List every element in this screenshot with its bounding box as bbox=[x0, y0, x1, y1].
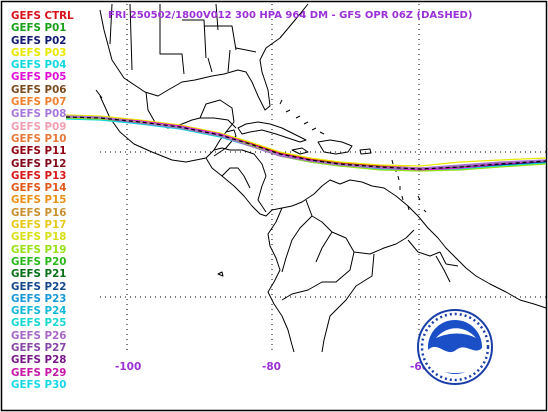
legend-item: GEFS P29 bbox=[11, 366, 67, 379]
legend-item: GEFS CTRL bbox=[11, 10, 74, 22]
hispaniola bbox=[317, 139, 353, 155]
legend-item: GEFS P05 bbox=[11, 71, 67, 84]
atlantic-islands bbox=[417, 195, 427, 213]
south-america bbox=[267, 179, 547, 353]
legend-item: GEFS P25 bbox=[11, 317, 67, 330]
ensemble-tracks bbox=[65, 114, 547, 172]
legend-item: GEFS P02 bbox=[11, 34, 67, 47]
legend-item: GEFS P30 bbox=[11, 378, 67, 391]
noaa-logo bbox=[417, 309, 493, 385]
legend-item: GEFS P13 bbox=[11, 169, 67, 182]
track-p26 bbox=[65, 116, 547, 170]
mexico-coast bbox=[95, 89, 237, 163]
legend-item: GEFS P23 bbox=[11, 292, 67, 305]
coastlines bbox=[95, 3, 547, 353]
ensemble-legend: GEFS CTRL GEFS P01 GEFS P02 GEFS P03 GEFS P0… bbox=[11, 10, 101, 391]
legend-item: GEFS P14 bbox=[11, 182, 67, 195]
legend-item: GEFS P04 bbox=[11, 59, 67, 72]
lon-label-minus100: -100 bbox=[115, 361, 142, 373]
legend-item: GEFS P18 bbox=[11, 231, 67, 244]
legend-item: GEFS P09 bbox=[11, 120, 67, 133]
noaa-logo-wave bbox=[428, 346, 482, 373]
graticule bbox=[100, 4, 546, 352]
bahamas bbox=[279, 99, 325, 135]
cuba bbox=[237, 121, 307, 143]
legend-item: GEFS P26 bbox=[11, 329, 67, 342]
legend-item: GEFS P19 bbox=[11, 243, 67, 256]
legend-item: GEFS P03 bbox=[11, 46, 67, 59]
legend-item: GEFS P21 bbox=[11, 268, 67, 281]
noaa-logo-dots bbox=[420, 312, 490, 382]
track-p05 bbox=[65, 116, 547, 171]
legend-item: GEFS P08 bbox=[11, 108, 67, 121]
map-title: FRI 250502/1800V012 300 HPA 964 DM - GFS… bbox=[108, 10, 473, 21]
puerto-rico bbox=[359, 148, 372, 155]
yucatan bbox=[199, 99, 235, 133]
track-gfs-opr bbox=[65, 116, 547, 170]
jamaica bbox=[291, 147, 309, 155]
legend-item: GEFS P24 bbox=[11, 305, 67, 318]
us-state-borders bbox=[109, 3, 257, 75]
legend-item: GEFS P07 bbox=[11, 96, 67, 109]
noaa-logo-bird bbox=[436, 328, 476, 338]
legend-item: GEFS P20 bbox=[11, 255, 67, 268]
track-p19 bbox=[65, 117, 547, 172]
track-p02 bbox=[65, 117, 547, 171]
legend-item: GEFS P10 bbox=[11, 132, 67, 145]
lon-label-minus80: -80 bbox=[262, 361, 281, 373]
track-p03 bbox=[65, 114, 547, 167]
central-america bbox=[205, 147, 283, 217]
legend-item: GEFS P15 bbox=[11, 194, 67, 207]
legend-item: GEFS P22 bbox=[11, 280, 67, 293]
legend-item: GEFS P12 bbox=[11, 157, 67, 170]
legend-item: GEFS P28 bbox=[11, 354, 67, 367]
legend-item: GEFS P16 bbox=[11, 206, 67, 219]
sa-borders bbox=[281, 199, 459, 353]
us-gulf-coast bbox=[99, 3, 309, 111]
legend-item: GEFS P11 bbox=[11, 145, 67, 158]
legend-item: GEFS P17 bbox=[11, 219, 67, 232]
track-p04 bbox=[65, 118, 547, 172]
legend-item: GEFS P01 bbox=[11, 22, 67, 35]
legend-item: GEFS P06 bbox=[11, 83, 67, 96]
galapagos bbox=[217, 271, 224, 277]
legend-item: GEFS P27 bbox=[11, 342, 67, 355]
